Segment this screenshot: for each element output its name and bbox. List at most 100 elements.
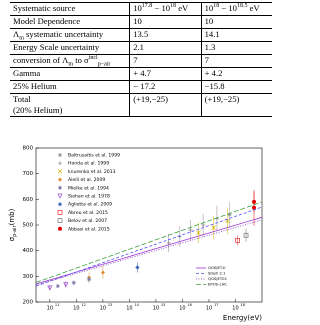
y-label-unit: (mb) <box>8 208 16 225</box>
cell-text: − 10 <box>219 3 237 13</box>
marker <box>47 285 53 291</box>
marker <box>196 230 201 235</box>
marker-shape <box>227 212 232 217</box>
y-tick-label: 400 <box>23 248 34 254</box>
marker-shape <box>58 202 62 207</box>
x-tick-exp: 13 <box>108 303 112 307</box>
model-line <box>35 201 263 283</box>
marker-shape <box>57 210 63 215</box>
y-tick-label: 500 <box>23 223 34 229</box>
table-row: Total (20% Helium) (+19,−25) (+19,−25) <box>10 93 272 117</box>
marker <box>57 218 63 223</box>
y-tick-label: 200 <box>23 300 34 306</box>
x-tick-label: 10 <box>206 306 212 312</box>
marker-shape <box>100 270 105 275</box>
legend-label: Siohan et al. 1978 <box>68 194 110 200</box>
marker-shape <box>58 226 62 231</box>
marker-shape <box>47 285 53 291</box>
legend-label: Aielli et al. 2009 <box>68 177 105 183</box>
marker <box>58 153 62 157</box>
marker-shape <box>57 169 63 174</box>
table-cell: (+19,−25) <box>129 93 202 117</box>
cell-text: 18 <box>170 3 177 10</box>
marker <box>252 199 257 204</box>
x-axis-label: Energy(eV) <box>223 314 262 322</box>
cell-text: conversion of Λ <box>13 55 69 65</box>
marker <box>58 226 62 231</box>
marker <box>211 225 216 230</box>
table-cell: + 4.7 <box>129 67 202 81</box>
table-row: Λm systematic uncertainty 13.5 14.1 <box>10 28 272 42</box>
table-cell: − 17.2 <box>129 80 202 94</box>
legend-label: Mielke et al. 1994 <box>68 185 109 191</box>
marker-shape <box>55 284 60 289</box>
cell-text: to σ <box>73 55 89 65</box>
marker-shape <box>252 199 257 204</box>
cell-text: 10 <box>204 3 214 13</box>
cell-text: Λ <box>13 29 20 39</box>
legend-label: Baltrusaitis et al. 1999 <box>68 153 120 159</box>
table-row: Model Dependence 10 10 <box>10 15 272 29</box>
marker <box>58 202 62 207</box>
x-tick-exp: 17 <box>214 303 218 307</box>
marker <box>71 280 76 285</box>
table-cell: Λm systematic uncertainty <box>10 28 130 42</box>
table-cell: 25% Helium <box>10 80 130 94</box>
table-cell: 1.3 <box>200 41 272 55</box>
cell-text: 18.5 <box>236 3 248 10</box>
marker-shape <box>58 161 62 166</box>
table-cell: 2.1 <box>129 41 202 55</box>
systematics-table: Systematic source 1017.8 − 1018 eV 1018 − … <box>10 2 272 117</box>
marker <box>58 185 62 190</box>
marker-shape <box>196 230 201 235</box>
table-cell: Total (20% Helium) <box>10 93 130 117</box>
table-row: Gamma + 4.7 + 4.2 <box>10 67 272 81</box>
x-tick-exp: 16 <box>187 303 191 307</box>
table-cell: Energy Scale uncertainty <box>10 41 130 55</box>
legend-label: Abreu et al. 2015 <box>68 210 108 216</box>
cell-text: − 10 <box>152 3 171 13</box>
marker <box>57 210 63 215</box>
x-tick-exp: 15 <box>161 303 165 307</box>
table-cell: 1018 − 1018.5 eV <box>200 2 272 16</box>
marker <box>188 228 193 233</box>
table-cell: 7 <box>129 54 202 68</box>
legend-label: EPOS-LHC <box>208 282 227 287</box>
marker-shape <box>211 225 216 230</box>
table-row: Energy Scale uncertainty 2.1 1.3 <box>10 41 272 55</box>
marker <box>235 238 240 243</box>
legend-label: Honda et al. 1999 <box>68 161 109 167</box>
table-cell: 13.5 <box>129 28 202 42</box>
marker <box>201 223 206 227</box>
cell-text: 10 <box>133 3 142 13</box>
legend-label: knurenko et al. 2013 <box>68 169 116 175</box>
cell-text: m <box>68 61 74 68</box>
marker-shape <box>87 277 92 282</box>
table-cell: Model Dependence <box>10 15 130 29</box>
cell-text: incl <box>88 55 98 62</box>
cell-text: 17.8 <box>141 3 153 10</box>
marker <box>63 282 69 288</box>
x-tick-exp: 14 <box>134 303 139 307</box>
marker <box>87 277 92 282</box>
legend-label: Abbasi et al. 2015 <box>68 226 110 232</box>
table-cell: 14.1 <box>200 28 272 42</box>
marker-shape <box>58 185 62 190</box>
y-tick-label: 600 <box>23 197 34 203</box>
x-tick-label: 10 <box>126 306 132 312</box>
y-label-symbol: σ <box>8 236 16 241</box>
marker-shape <box>235 238 240 243</box>
x-tick-label: 10 <box>153 306 159 312</box>
marker <box>58 161 62 166</box>
table-cell: −15.8 <box>200 80 272 94</box>
marker-shape <box>71 280 76 285</box>
marker <box>58 177 62 182</box>
x-tick-label: 10 <box>232 306 238 312</box>
marker <box>57 193 63 199</box>
marker <box>227 212 232 217</box>
marker-shape <box>57 218 63 223</box>
marker <box>243 232 249 238</box>
table-row: conversion of Λm to σinclp−air 7 7 <box>10 54 272 68</box>
legend-label: Belov et al. 2007 <box>68 218 107 224</box>
marker-shape <box>201 223 206 227</box>
